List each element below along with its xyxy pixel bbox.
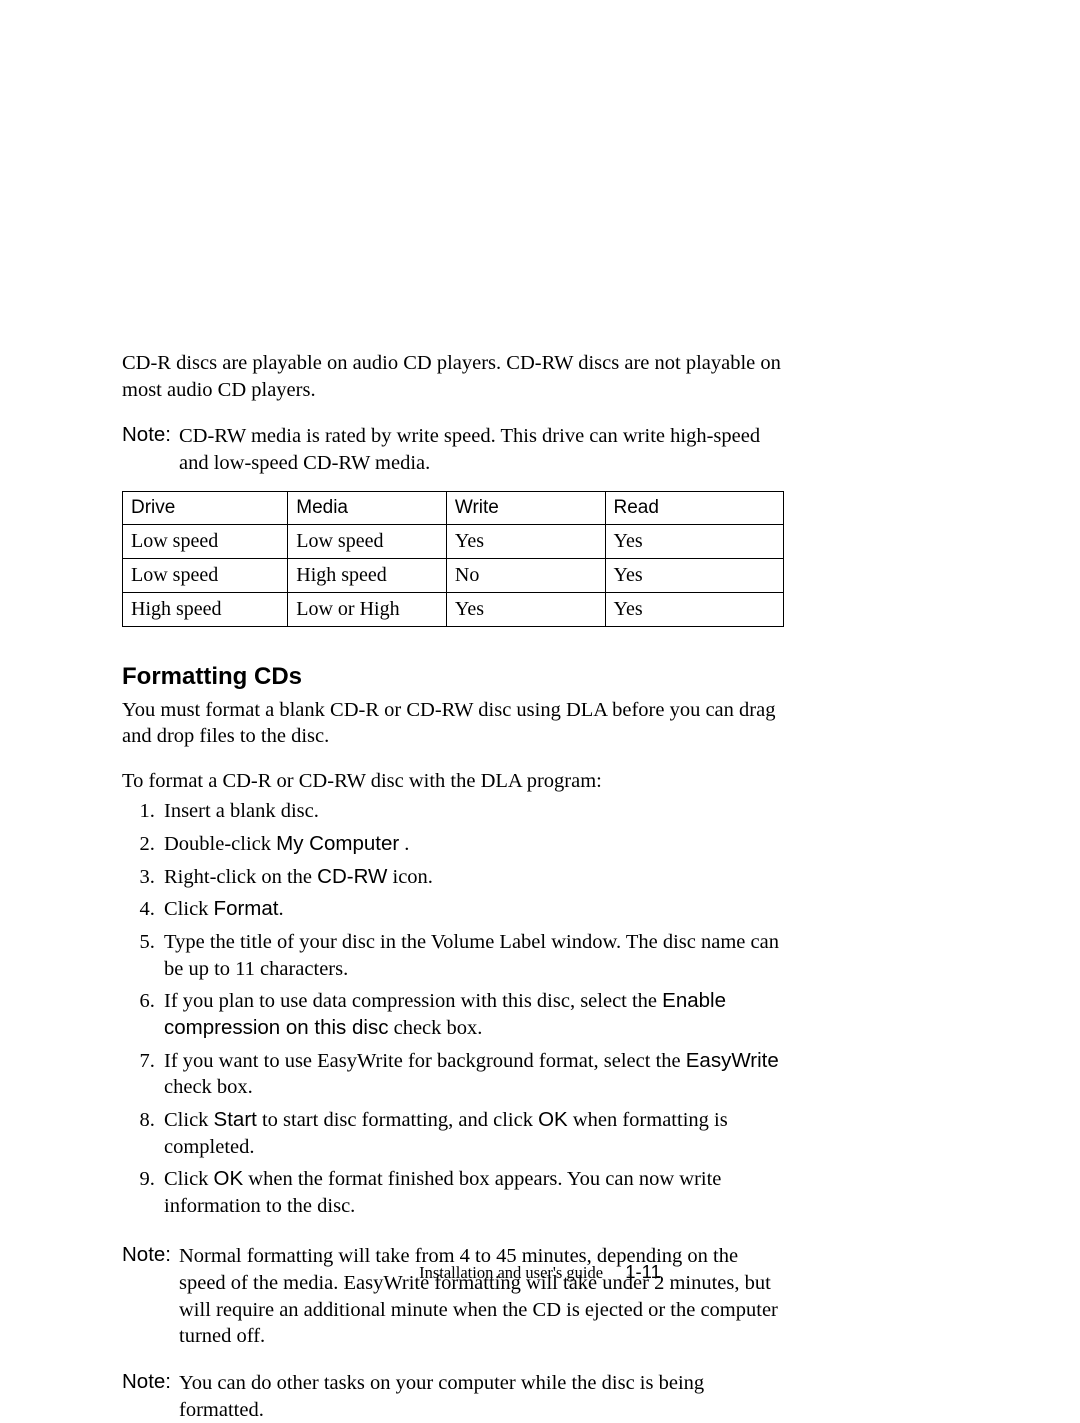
table-cell: Yes	[446, 592, 605, 626]
table-row: Low speedLow speedYesYes	[123, 524, 784, 558]
text-run: to start disc formatting, and click	[257, 1109, 538, 1131]
table-cell: High speed	[123, 592, 288, 626]
note-label: Note:	[122, 1243, 179, 1350]
ui-term: CD-RW	[317, 865, 387, 888]
note-label: Note:	[122, 423, 179, 476]
note-body: CD-RW media is rated by write speed. Thi…	[179, 423, 784, 476]
text-run: icon.	[387, 866, 433, 888]
table-cell: Yes	[605, 592, 784, 626]
ui-term: Start	[214, 1108, 257, 1131]
text-run: Click	[164, 1168, 214, 1190]
table-cell: Low or High	[288, 592, 447, 626]
list-item: Click Format.	[160, 896, 784, 923]
footer-left: Installation and user's guide	[419, 1263, 603, 1282]
text-run: check box.	[164, 1076, 253, 1098]
table-column-header: Drive	[123, 491, 288, 524]
table-cell: Yes	[605, 558, 784, 592]
list-item: Right-click on the CD-RW icon.	[160, 864, 784, 891]
table-cell: Yes	[605, 524, 784, 558]
ui-term: EasyWrite	[686, 1049, 779, 1072]
table-cell: Low speed	[123, 558, 288, 592]
text-run: Click	[164, 898, 214, 920]
section-intro: You must format a blank CD-R or CD-RW di…	[122, 697, 784, 750]
table-row: Low speedHigh speedNoYes	[123, 558, 784, 592]
text-run: Insert a blank disc.	[164, 800, 319, 822]
text-run: Right-click on the	[164, 866, 317, 888]
list-item: If you plan to use data compression with…	[160, 988, 784, 1041]
table-cell: Low speed	[123, 524, 288, 558]
table-cell: Low speed	[288, 524, 447, 558]
speed-compat-table: DriveMediaWriteRead Low speedLow speedYe…	[122, 491, 784, 627]
ui-term: OK	[538, 1108, 568, 1131]
list-item: Double-click My Computer .	[160, 831, 784, 858]
table-column-header: Read	[605, 491, 784, 524]
text-run: Type the title of your disc in the Volum…	[164, 931, 779, 980]
note-1: Note: CD-RW media is rated by write spee…	[122, 423, 784, 476]
ui-term: OK	[214, 1167, 244, 1190]
ui-term: My Computer	[276, 832, 399, 855]
list-item: Insert a blank disc.	[160, 798, 784, 825]
ui-term: Format	[214, 897, 279, 920]
list-item: Type the title of your disc in the Volum…	[160, 929, 784, 982]
list-item: Click OK when the format finished box ap…	[160, 1166, 784, 1219]
intro-paragraph: CD-R discs are playable on audio CD play…	[122, 350, 784, 403]
text-run: check box.	[388, 1017, 482, 1039]
note-body: Normal formatting will take from 4 to 45…	[179, 1243, 784, 1350]
footer-right: 1-11	[607, 1261, 661, 1282]
text-run: when the format finished box appears. Yo…	[164, 1168, 721, 1217]
list-item: If you want to use EasyWrite for backgro…	[160, 1048, 784, 1101]
table-cell: No	[446, 558, 605, 592]
text-run: .	[399, 833, 409, 855]
table-row: High speedLow or HighYesYes	[123, 592, 784, 626]
document-page: CD-R discs are playable on audio CD play…	[0, 0, 1080, 1397]
table-header-row: DriveMediaWriteRead	[123, 491, 784, 524]
table-column-header: Media	[288, 491, 447, 524]
text-run: Click	[164, 1109, 214, 1131]
table-cell: Yes	[446, 524, 605, 558]
text-run: Double-click	[164, 833, 276, 855]
list-item: Click Start to start disc formatting, an…	[160, 1107, 784, 1160]
section-heading: Formatting CDs	[122, 663, 784, 691]
note-2: Note: Normal formatting will take from 4…	[122, 1243, 784, 1350]
text-run: .	[278, 898, 283, 920]
text-run: If you want to use EasyWrite for backgro…	[164, 1050, 686, 1072]
text-run: If you plan to use data compression with…	[164, 990, 662, 1012]
steps-list: Insert a blank disc. Double-click My Comp…	[122, 798, 784, 1219]
table-cell: High speed	[288, 558, 447, 592]
page-footer: Installation and user's guide 1-11	[0, 1261, 1080, 1283]
table-column-header: Write	[446, 491, 605, 524]
steps-intro: To format a CD-R or CD-RW disc with the …	[122, 768, 784, 795]
